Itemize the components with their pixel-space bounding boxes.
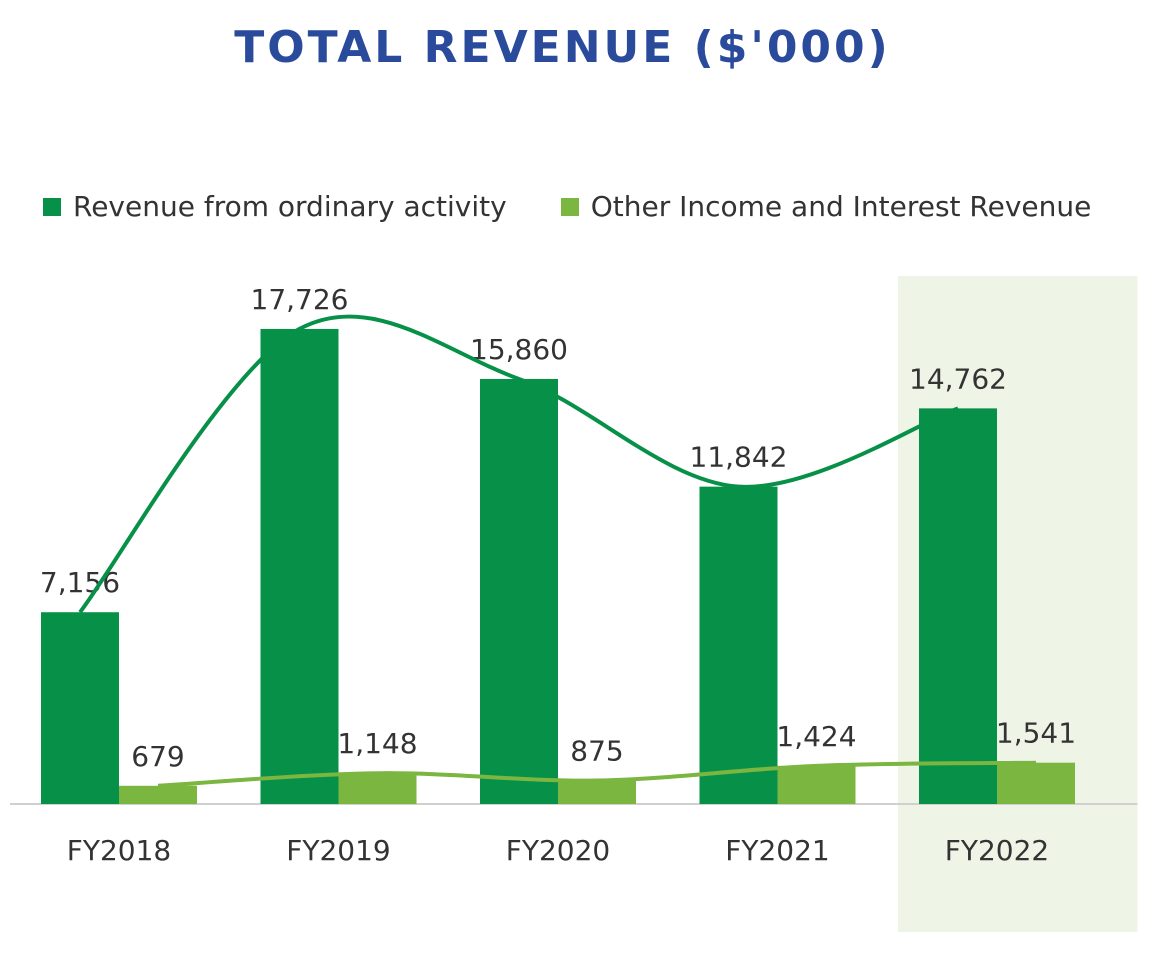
legend-item-other-income: Other Income and Interest Revenue (560, 190, 1092, 223)
data-label-other-income-fy2020: 875 (570, 735, 623, 768)
data-label-other-income-fy2019: 1,148 (337, 727, 417, 760)
trendline-revenue (78, 314, 959, 614)
chart-title: TOTAL REVENUE ($'000) (234, 22, 891, 73)
legend-swatch-revenue (43, 197, 61, 216)
data-label-other-income-fy2022: 1,541 (996, 717, 1076, 750)
x-tick-label-fy2021: FY2021 (725, 834, 829, 867)
legend-label-revenue: Revenue from ordinary activity (73, 190, 507, 223)
x-tick-label-fy2019: FY2019 (286, 834, 390, 867)
bar-other-income-fy2022 (997, 762, 1075, 804)
bar-other-income-fy2020 (558, 780, 636, 804)
trendline-other-income (157, 760, 1037, 788)
bar-revenue-fy2019 (260, 328, 339, 804)
x-tick-label-fy2022: FY2022 (945, 834, 1049, 867)
bar-other-income-fy2021 (777, 765, 856, 804)
legend-swatch-other-income (560, 197, 579, 216)
bar-revenue-fy2022 (919, 408, 997, 804)
data-label-revenue-fy2021: 11,842 (690, 441, 788, 474)
data-label-revenue-fy2019: 17,726 (251, 283, 349, 316)
bar-revenue-fy2021 (699, 486, 778, 804)
x-tick-label-fy2020: FY2020 (506, 834, 610, 867)
bar-other-income-fy2019 (338, 773, 417, 804)
legend: Revenue from ordinary activity Other Inc… (43, 190, 1145, 223)
data-label-other-income-fy2018: 679 (131, 740, 184, 773)
legend-label-other-income: Other Income and Interest Revenue (590, 190, 1092, 223)
bar-revenue-fy2018 (41, 612, 119, 804)
bar-other-income-fy2018 (119, 785, 197, 804)
legend-item-revenue: Revenue from ordinary activity (43, 190, 507, 223)
data-label-other-income-fy2021: 1,424 (776, 720, 856, 753)
data-label-revenue-fy2020: 15,860 (470, 333, 568, 366)
data-label-revenue-fy2022: 14,762 (909, 362, 1007, 395)
bar-revenue-fy2020 (480, 378, 558, 804)
x-tick-label-fy2018: FY2018 (67, 834, 171, 867)
